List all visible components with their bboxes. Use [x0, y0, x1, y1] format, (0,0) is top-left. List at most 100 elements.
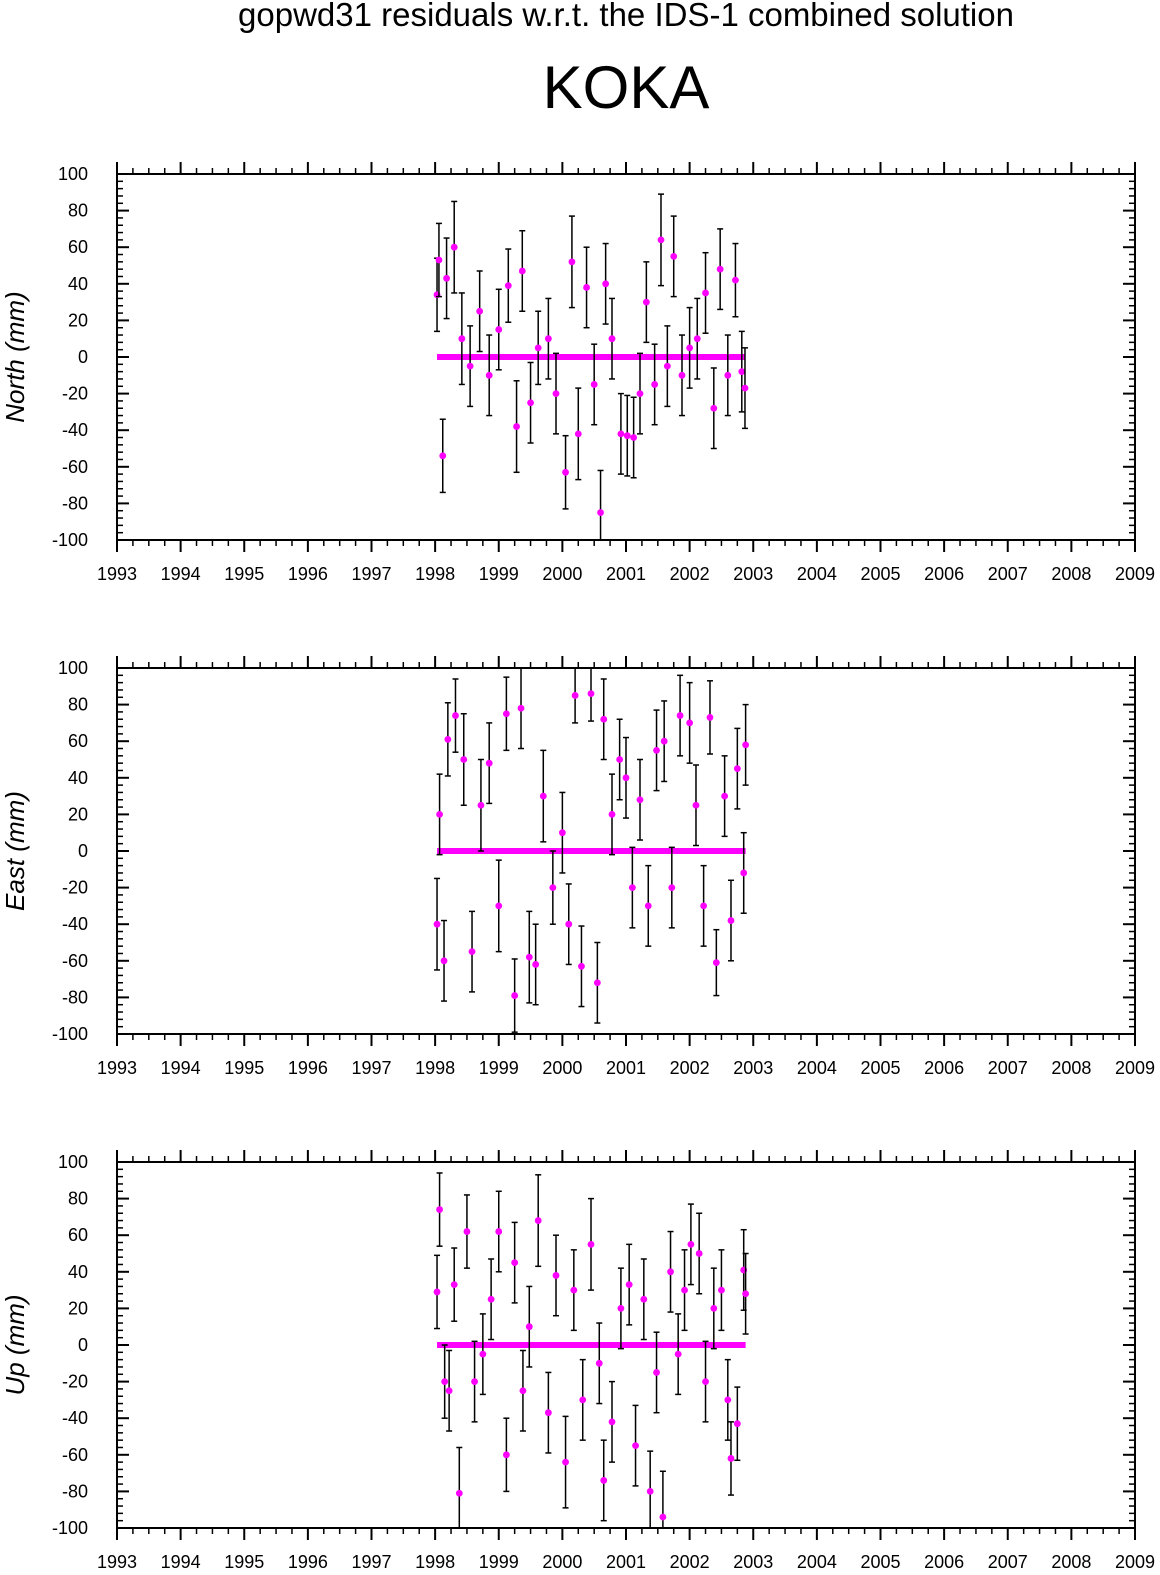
- data-point: [712, 959, 720, 967]
- data-point: [436, 1206, 443, 1213]
- data-point: [513, 423, 520, 430]
- data-point: [455, 1489, 463, 1497]
- x-tick-label: 1996: [288, 1058, 328, 1078]
- data-point: [593, 979, 601, 987]
- data-point: [450, 243, 458, 251]
- y-tick-label: 0: [78, 347, 88, 367]
- x-tick-label: 1995: [224, 1552, 264, 1572]
- data-point: [458, 335, 466, 343]
- data-point: [678, 371, 686, 379]
- data-point: [444, 735, 452, 743]
- data-point: [644, 902, 652, 910]
- y-tick-label: 80: [68, 201, 88, 221]
- data-point: [597, 509, 604, 516]
- data-point: [517, 704, 525, 712]
- data-point: [642, 298, 650, 306]
- data-point: [534, 344, 542, 352]
- x-tick-label: 2006: [924, 1552, 964, 1572]
- x-tick-label: 1993: [97, 1058, 137, 1078]
- data-point: [646, 1488, 654, 1495]
- data-point: [466, 362, 474, 370]
- data-point: [532, 961, 540, 968]
- data-point: [477, 801, 485, 809]
- data-point: [640, 1295, 648, 1303]
- y-tick-label: 100: [58, 1152, 88, 1172]
- data-point: [617, 430, 625, 438]
- x-tick-label: 2007: [988, 1058, 1028, 1078]
- x-tick-label: 2009: [1115, 564, 1155, 584]
- data-point: [657, 236, 665, 244]
- data-point: [653, 746, 660, 754]
- data-point: [740, 869, 748, 877]
- x-tick-label: 2002: [670, 1552, 710, 1572]
- x-tick-label: 2000: [542, 1058, 582, 1078]
- y-tick-label: -60: [62, 1445, 88, 1465]
- data-point: [511, 992, 519, 999]
- x-tick-label: 2005: [860, 564, 900, 584]
- data-point: [587, 1240, 595, 1248]
- x-tick-label: 1997: [351, 1058, 391, 1078]
- x-tick-label: 1999: [479, 1552, 519, 1572]
- x-tick-label: 2001: [606, 1552, 646, 1572]
- data-point: [495, 902, 503, 910]
- data-point: [710, 1305, 718, 1312]
- y-tick-label: -20: [62, 878, 88, 898]
- x-tick-label: 2004: [797, 564, 837, 584]
- data-point: [485, 759, 493, 767]
- y-tick-label: 0: [78, 841, 88, 861]
- y-tick-label: -40: [62, 1408, 88, 1428]
- data-point: [579, 1396, 587, 1404]
- y-tick-label: 100: [58, 164, 88, 184]
- data-point: [727, 917, 735, 924]
- y-tick-label: -80: [62, 1481, 88, 1501]
- data-point: [681, 1286, 688, 1294]
- data-point: [718, 1286, 725, 1294]
- data-point: [693, 335, 701, 343]
- x-tick-label: 1995: [224, 564, 264, 584]
- station-name: KOKA: [543, 54, 710, 121]
- data-point: [587, 690, 595, 698]
- data-point: [636, 796, 644, 804]
- data-point: [578, 962, 585, 970]
- data-point: [558, 829, 566, 837]
- data-point: [706, 714, 714, 721]
- x-tick-label: 2003: [733, 1552, 773, 1572]
- data-point: [600, 715, 608, 723]
- y-tick-label: -80: [62, 987, 88, 1007]
- data-point: [724, 371, 732, 379]
- x-tick-label: 2002: [670, 1058, 710, 1078]
- y-tick-label: -20: [62, 1372, 88, 1392]
- data-point: [600, 1477, 608, 1484]
- data-point: [527, 399, 534, 407]
- data-point: [628, 884, 636, 891]
- data-point: [663, 362, 671, 370]
- data-point: [549, 884, 557, 891]
- y-tick-label: -40: [62, 420, 88, 440]
- x-tick-label: 1993: [97, 1552, 137, 1572]
- data-point: [625, 1281, 633, 1289]
- x-tick-label: 1996: [288, 1552, 328, 1572]
- x-tick-label: 1995: [224, 1058, 264, 1078]
- data-point: [667, 1268, 674, 1276]
- data-point: [636, 390, 644, 397]
- data-point: [495, 1228, 503, 1235]
- data-point: [562, 468, 569, 476]
- y-tick-label: -40: [62, 914, 88, 934]
- data-point: [622, 774, 630, 782]
- data-point: [439, 452, 447, 460]
- x-tick-label: 2009: [1115, 1058, 1155, 1078]
- data-point: [562, 1458, 569, 1466]
- data-point: [435, 256, 443, 264]
- data-point: [651, 381, 659, 388]
- data-point: [590, 381, 598, 388]
- data-point: [571, 692, 579, 699]
- data-point: [436, 811, 443, 818]
- data-point: [445, 1387, 453, 1395]
- y-tick-label: 20: [68, 310, 88, 330]
- x-tick-label: 1998: [415, 1552, 455, 1572]
- data-point: [695, 1250, 703, 1257]
- data-point: [741, 384, 749, 392]
- y-axis-label: North (mm): [0, 291, 30, 422]
- x-tick-label: 2008: [1051, 1552, 1091, 1572]
- data-point: [721, 792, 729, 800]
